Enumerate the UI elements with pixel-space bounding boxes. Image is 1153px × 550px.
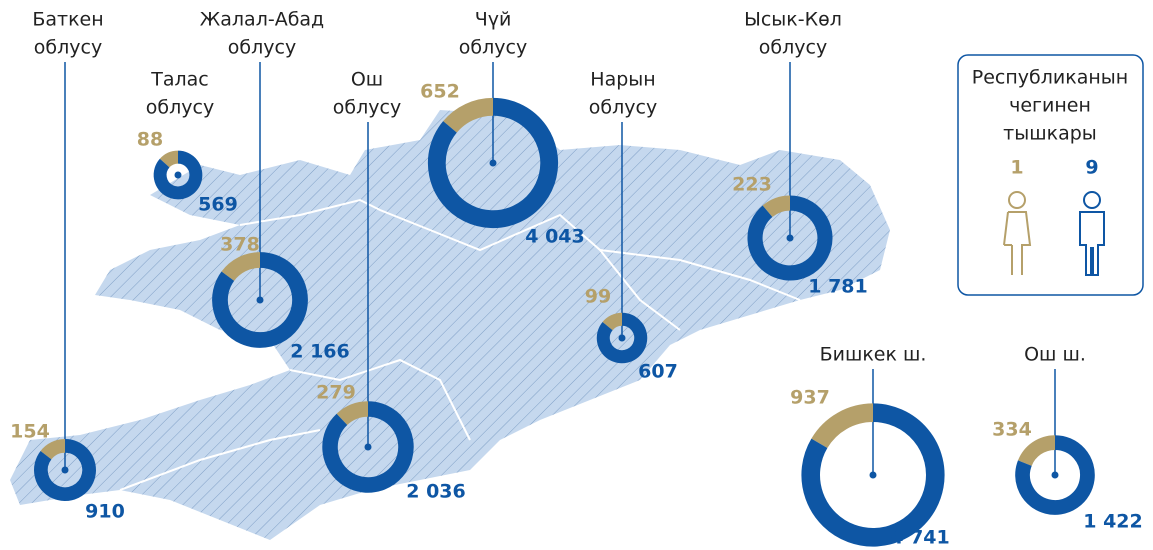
male-count: 2 166 bbox=[290, 341, 350, 363]
donut-male bbox=[801, 403, 945, 547]
donut-male bbox=[322, 401, 414, 493]
female-count: 937 bbox=[790, 387, 830, 409]
region-name: Талас bbox=[150, 69, 208, 91]
legend-title: чегинен bbox=[1009, 95, 1091, 117]
region-name: Чүй bbox=[475, 9, 512, 31]
region-borders bbox=[119, 198, 801, 491]
donut-male bbox=[212, 252, 308, 348]
region-name: облусу bbox=[589, 97, 657, 119]
female-count: 279 bbox=[316, 382, 356, 404]
center-dot bbox=[364, 443, 372, 451]
donut-female bbox=[443, 97, 494, 133]
donut-male bbox=[153, 150, 203, 200]
donut-female bbox=[602, 312, 623, 331]
male-count: 910 bbox=[85, 501, 125, 523]
male-count: 4 741 bbox=[890, 527, 950, 549]
male-count: 569 bbox=[198, 194, 238, 216]
region-name: облусу bbox=[459, 37, 527, 59]
region-name: облусу bbox=[228, 37, 296, 59]
donut-female bbox=[221, 252, 261, 282]
center-dot bbox=[256, 296, 264, 304]
center-dot bbox=[174, 171, 182, 179]
region-name: облусу bbox=[34, 37, 102, 59]
female-count: 154 bbox=[10, 421, 50, 443]
male-count: 4 043 bbox=[525, 226, 585, 248]
donut-male bbox=[34, 439, 96, 501]
donut-female bbox=[1017, 435, 1056, 467]
region-name: облусу bbox=[333, 97, 401, 119]
donut-male bbox=[596, 312, 648, 364]
male-icon bbox=[1079, 191, 1105, 276]
center-dot bbox=[1051, 471, 1059, 479]
legend-title: Республиканын bbox=[972, 67, 1128, 89]
male-count: 1 422 bbox=[1083, 511, 1143, 533]
region-name: облусу bbox=[759, 37, 827, 59]
female-count: 99 bbox=[585, 286, 611, 308]
center-dot bbox=[61, 466, 69, 474]
female-count: 378 bbox=[220, 234, 260, 256]
female-count: 334 bbox=[992, 419, 1032, 441]
donut-male bbox=[427, 97, 559, 229]
female-count: 223 bbox=[732, 174, 772, 196]
male-count: 607 bbox=[638, 361, 678, 383]
region-name: Бишкек ш. bbox=[820, 344, 927, 366]
region-name: Ош ш. bbox=[1024, 344, 1086, 366]
legend-title: тышкары bbox=[1003, 123, 1097, 145]
region-name: Нарын bbox=[590, 69, 655, 91]
donut-female bbox=[159, 150, 179, 168]
donut-male bbox=[1015, 435, 1095, 515]
outside-female: 1 bbox=[1010, 157, 1023, 179]
country-map bbox=[10, 110, 890, 540]
center-dot bbox=[786, 234, 794, 242]
region-name: Жалал-Абад bbox=[200, 9, 324, 31]
outside-male: 9 bbox=[1085, 157, 1098, 179]
donut-female bbox=[336, 401, 369, 426]
center-dot bbox=[489, 159, 497, 167]
male-count: 2 036 bbox=[406, 481, 466, 503]
female-count: 652 bbox=[420, 81, 460, 103]
donut-female bbox=[40, 439, 66, 460]
region-name: Ош bbox=[351, 69, 383, 91]
center-dot bbox=[869, 471, 877, 479]
donut-male bbox=[747, 195, 833, 281]
legend-box bbox=[957, 54, 1144, 296]
female-count: 88 bbox=[137, 129, 163, 151]
male-count: 1 781 bbox=[808, 276, 868, 298]
donut-female bbox=[762, 195, 791, 218]
region-name: Ысык-Көл bbox=[744, 9, 842, 31]
female-icon bbox=[1003, 191, 1032, 275]
donut-female bbox=[811, 403, 874, 449]
center-dot bbox=[618, 334, 626, 342]
region-name: облусу bbox=[146, 97, 214, 119]
region-name: Баткен bbox=[32, 9, 103, 31]
